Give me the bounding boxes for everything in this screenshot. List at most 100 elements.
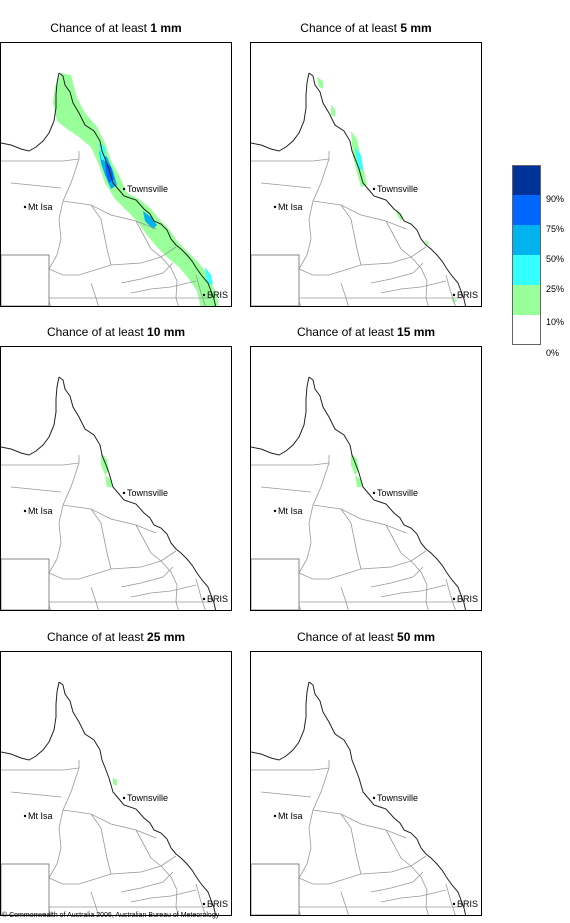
district-boundary — [62, 200, 157, 230]
district-boundary — [62, 504, 157, 534]
rainfall-probability-area — [331, 105, 335, 117]
panel-5mm: Chance of at least 5 mm Townsville Mt Isa… — [250, 20, 482, 307]
district-boundary — [312, 809, 407, 839]
townsville-label: Townsville — [127, 488, 168, 498]
district-boundary — [1, 462, 80, 466]
mt_isa-marker — [273, 814, 277, 818]
mt_isa-marker — [23, 205, 27, 209]
map-svg: Townsville Mt Isa BRIS — [1, 681, 228, 915]
townsville-marker — [372, 796, 376, 800]
legend-swatch-90 — [512, 165, 541, 195]
district-boundary — [1, 158, 80, 162]
district-boundary — [90, 508, 112, 570]
coastline — [1, 72, 60, 152]
district-boundary — [370, 262, 424, 284]
rainfall-map: Townsville Mt Isa BRIS — [250, 346, 482, 611]
panel-15mm: Chance of at least 15 mm Townsville Mt Is… — [250, 324, 482, 611]
bris-marker — [452, 293, 456, 297]
mt_isa-label: Mt Isa — [278, 506, 303, 516]
bris-label: BRIS — [457, 290, 478, 300]
townsville-label: Townsville — [377, 793, 418, 803]
district-boundary — [410, 560, 429, 610]
district-boundary — [260, 791, 312, 798]
threshold-label: 1 mm — [150, 21, 182, 35]
district-boundary — [340, 282, 349, 306]
inset-box — [251, 863, 300, 915]
district-boundary — [90, 282, 99, 306]
district-boundary — [10, 182, 62, 189]
rainfall-map: Townsville Mt Isa BRIS — [250, 651, 482, 916]
district-boundary — [385, 220, 412, 258]
map-svg: Townsville Mt Isa BRIS — [251, 72, 478, 306]
threshold-label: 25 mm — [147, 630, 186, 644]
panel-title: Chance of at least 1 mm — [50, 21, 182, 35]
coastline — [58, 376, 217, 610]
bris-label: BRIS — [207, 594, 228, 604]
townsville-marker — [122, 187, 126, 191]
district-boundary — [62, 809, 157, 839]
district-boundary — [130, 889, 197, 903]
rainfall-probability-area — [355, 147, 363, 171]
bris-label: BRIS — [457, 899, 478, 909]
district-boundary — [160, 256, 179, 306]
district-boundary — [44, 158, 80, 306]
map-svg: Townsville Mt Isa BRIS — [1, 72, 228, 306]
coastline — [58, 681, 217, 915]
legend-swatch-50 — [512, 225, 541, 255]
district-boundary — [340, 508, 362, 570]
bris-marker — [452, 902, 456, 906]
bris-label: BRIS — [457, 594, 478, 604]
district-boundary — [10, 791, 62, 798]
legend-swatch-75 — [512, 195, 541, 225]
inset-box — [1, 558, 50, 610]
district-boundary — [120, 566, 174, 588]
legend-label-0: 0% — [546, 348, 560, 358]
district-boundary — [445, 883, 456, 915]
inset-box — [251, 558, 300, 610]
townsville-marker — [122, 491, 126, 495]
district-boundary — [380, 889, 447, 903]
mt_isa-marker — [23, 814, 27, 818]
panel-title: Chance of at least 10 mm — [46, 325, 186, 339]
district-boundary — [195, 578, 206, 610]
map-svg: Townsville Mt Isa BRIS — [251, 681, 478, 915]
threshold-label: 15 mm — [397, 325, 436, 339]
district-boundary — [260, 182, 312, 189]
district-boundary — [380, 584, 447, 598]
district-boundary — [410, 256, 429, 306]
mt_isa-label: Mt Isa — [28, 811, 53, 821]
district-boundary — [312, 200, 407, 230]
district-boundary — [251, 767, 330, 771]
district-boundary — [385, 829, 412, 867]
coastline — [308, 376, 467, 610]
rainfall-map: Townsville Mt Isa BRIS — [250, 42, 482, 307]
inset-box — [1, 254, 50, 306]
panel-25mm: Chance of at least 25 mm Townsville Mt Is… — [0, 629, 232, 916]
bris-marker — [452, 597, 456, 601]
townsville-label: Townsville — [377, 488, 418, 498]
mt_isa-marker — [23, 509, 27, 513]
district-boundary — [44, 767, 80, 915]
townsville-marker — [122, 796, 126, 800]
district-boundary — [445, 578, 456, 610]
bris-marker — [202, 902, 206, 906]
district-boundary — [130, 280, 197, 294]
legend-label-50: 50% — [546, 254, 565, 264]
district-boundary — [160, 865, 179, 915]
legend-label-10: 10% — [546, 317, 565, 327]
district-boundary — [294, 158, 330, 306]
district-boundary — [251, 246, 427, 276]
rainfall-probability-area — [205, 267, 213, 285]
rainfall-map: Townsville Mt Isa BRIS — [0, 651, 232, 916]
coastline — [308, 681, 467, 915]
inset-box — [251, 254, 300, 306]
rainfall-probability-area — [317, 77, 323, 89]
district-boundary — [120, 262, 174, 284]
district-boundary — [340, 586, 349, 610]
district-boundary — [90, 813, 112, 875]
district-boundary — [251, 855, 427, 885]
threshold-label: 5 mm — [400, 21, 432, 35]
townsville-label: Townsville — [127, 793, 168, 803]
district-boundary — [195, 883, 206, 915]
district-boundary — [135, 524, 162, 562]
